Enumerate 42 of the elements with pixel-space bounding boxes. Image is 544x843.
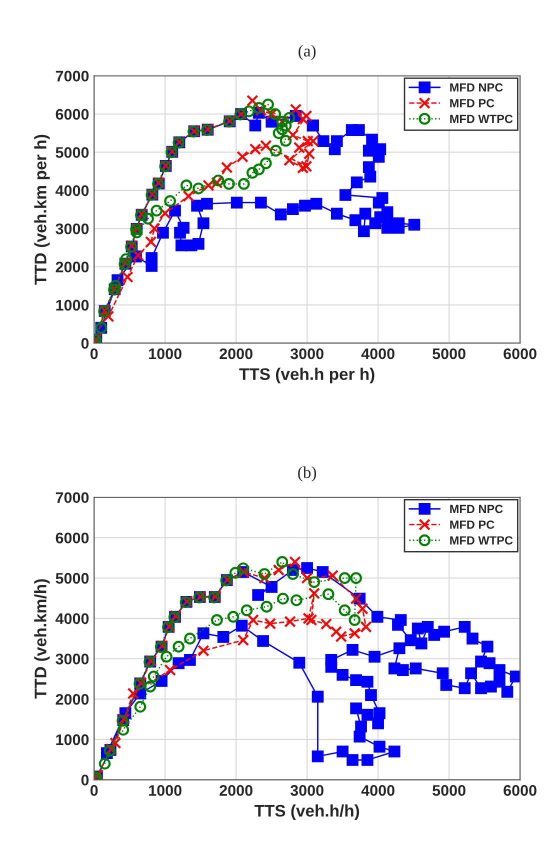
x-tick-label: 3000	[290, 348, 324, 360]
legend-label: MFD NPC	[450, 83, 503, 92]
x-tick-label: 5000	[432, 348, 466, 360]
x-tick-label: 0	[90, 348, 98, 360]
x-tick-label: 2000	[220, 785, 252, 796]
legend-label: MFD PC	[450, 98, 494, 108]
y-tick-label: 2000	[56, 694, 89, 705]
x-tick-label: 0	[90, 785, 98, 796]
x-tick-label: 1000	[149, 348, 182, 360]
y-tick-label: 1000	[56, 300, 89, 311]
x-tick-label: 6000	[504, 785, 536, 796]
y-tick-label: 2000	[56, 262, 89, 272]
y-tick-label: 3000	[56, 223, 89, 234]
legend-label: MFD NPC	[450, 504, 503, 514]
y-tick-label: 7000	[56, 70, 89, 82]
x-tick-label: 6000	[504, 348, 536, 360]
chart-title: (b)	[298, 466, 316, 482]
y-axis-title: TTD (veh.km per h)	[34, 134, 50, 285]
x-tick-label: 5000	[432, 785, 466, 796]
y-tick-label: 5000	[56, 147, 89, 158]
y-tick-label: 6000	[56, 532, 89, 544]
x-tick-label: 4000	[361, 348, 394, 360]
y-tick-label: 1000	[56, 734, 89, 746]
x-tick-label: 2000	[220, 348, 252, 360]
y-tick-label: 7000	[56, 492, 89, 504]
y-tick-label: 0	[81, 774, 89, 786]
x-axis-title: TTS (veh.h per h)	[239, 368, 374, 384]
y-tick-label: 3000	[56, 654, 89, 664]
x-tick-label: 3000	[290, 785, 324, 796]
x-tick-label: 4000	[361, 785, 394, 796]
y-tick-label: 0	[81, 338, 89, 349]
legend-label: MFD WTPC	[450, 536, 513, 545]
x-tick-label: 1000	[149, 785, 182, 796]
y-tick-label: 4000	[56, 613, 89, 624]
y-tick-label: 6000	[56, 108, 89, 120]
legend-label: MFD PC	[450, 520, 494, 529]
x-axis-title: TTS (veh.h/h)	[254, 804, 360, 820]
y-tick-label: 4000	[56, 185, 89, 196]
chart-title: (a)	[298, 44, 316, 60]
y-axis-title: TTD (veh.km/h)	[34, 579, 50, 699]
legend-label: MFD WTPC	[450, 114, 513, 124]
y-tick-label: 5000	[56, 572, 89, 584]
